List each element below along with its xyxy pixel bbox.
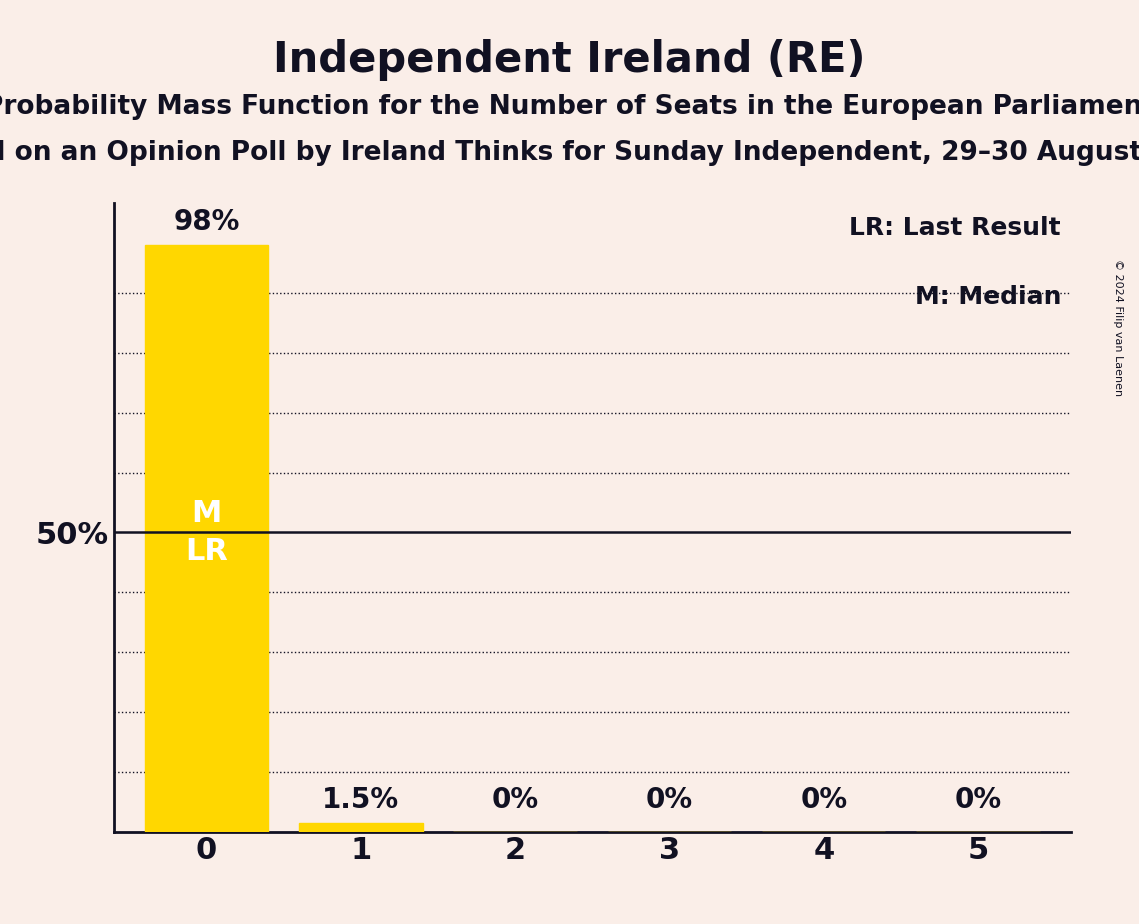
Text: 98%: 98%	[173, 208, 239, 237]
Text: © 2024 Filip van Laenen: © 2024 Filip van Laenen	[1114, 259, 1123, 395]
Text: 1.5%: 1.5%	[322, 785, 400, 814]
Text: M: Median: M: Median	[915, 285, 1062, 309]
Text: Based on an Opinion Poll by Ireland Thinks for Sunday Independent, 29–30 August : Based on an Opinion Poll by Ireland Thin…	[0, 140, 1139, 166]
Text: 0%: 0%	[646, 785, 693, 814]
Text: M
LR: M LR	[185, 499, 228, 566]
Bar	[145, 245, 268, 832]
Text: Probability Mass Function for the Number of Seats in the European Parliament: Probability Mass Function for the Number…	[0, 94, 1139, 120]
Text: LR: Last Result: LR: Last Result	[850, 216, 1062, 240]
Text: 0%: 0%	[492, 785, 539, 814]
Text: 0%: 0%	[801, 785, 847, 814]
Text: Independent Ireland (RE): Independent Ireland (RE)	[273, 39, 866, 80]
Bar	[300, 822, 423, 832]
Text: 0%: 0%	[954, 785, 1001, 814]
